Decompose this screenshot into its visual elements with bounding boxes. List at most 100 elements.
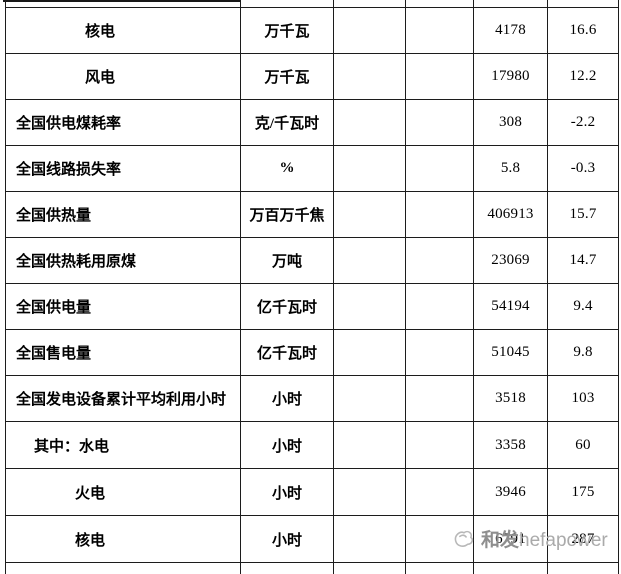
change-cell: 16.6 (548, 8, 619, 53)
empty-cell (334, 192, 406, 237)
value-cell: 3358 (474, 422, 548, 468)
empty-cell (406, 376, 474, 421)
change-cell: 175 (548, 469, 619, 515)
empty-cell (474, 563, 548, 574)
item-cell: 核电 (6, 516, 241, 562)
empty-cell (406, 192, 474, 237)
item-cell: 全国供电煤耗率 (6, 100, 241, 145)
unit-cell: 万千瓦 (241, 54, 334, 99)
table-row: 全国线路损失率 % 5.8 -0.3 (5, 145, 619, 191)
item-cell: 全国线路损失率 (6, 146, 241, 191)
empty-cell (6, 0, 241, 7)
unit-cell: 小时 (241, 422, 334, 468)
item-cell: 全国供热耗用原煤 (6, 238, 241, 283)
change-cell: -2.2 (548, 100, 619, 145)
empty-cell (334, 100, 406, 145)
value-cell: 6791 (474, 516, 548, 562)
table-row: 全国供热耗用原煤 万吨 23069 14.7 (5, 237, 619, 283)
item-cell: 全国供热量 (6, 192, 241, 237)
unit-cell: 小时 (241, 469, 334, 515)
empty-cell (241, 0, 334, 7)
change-cell: 103 (548, 376, 619, 421)
table-row: 风电 万千瓦 17980 12.2 (5, 53, 619, 99)
unit-cell: % (241, 146, 334, 191)
value-cell: 5.8 (474, 146, 548, 191)
change-cell: 9.8 (548, 330, 619, 375)
empty-cell (406, 8, 474, 53)
empty-cell (548, 563, 619, 574)
change-cell: 14.7 (548, 238, 619, 283)
empty-cell (406, 284, 474, 329)
table-row: 全国供热量 万百万千焦 406913 15.7 (5, 191, 619, 237)
empty-cell (334, 238, 406, 283)
empty-cell (334, 563, 406, 574)
unit-cell: 万百万千焦 (241, 192, 334, 237)
table-row: 全国发电设备累计平均利用小时 小时 3518 103 (5, 375, 619, 421)
empty-cell (334, 516, 406, 562)
empty-cell (334, 330, 406, 375)
empty-cell (334, 0, 406, 7)
empty-cell (334, 54, 406, 99)
table-row: 全国售电量 亿千瓦时 51045 9.8 (5, 329, 619, 375)
unit-cell: 小时 (241, 376, 334, 421)
empty-cell (334, 146, 406, 191)
empty-cell (406, 146, 474, 191)
item-cell: 风电 (6, 54, 241, 99)
empty-cell (406, 54, 474, 99)
partial-row-bottom (5, 562, 619, 574)
item-cell: 全国发电设备累计平均利用小时 (6, 376, 241, 421)
empty-cell (334, 284, 406, 329)
value-cell: 308 (474, 100, 548, 145)
change-cell: 15.7 (548, 192, 619, 237)
value-cell: 51045 (474, 330, 548, 375)
value-cell: 406913 (474, 192, 548, 237)
empty-cell (406, 516, 474, 562)
cutoff-row-above-strip (3, 0, 240, 2)
empty-cell (334, 422, 406, 468)
unit-cell: 克/千瓦时 (241, 100, 334, 145)
empty-cell (548, 0, 619, 7)
change-cell: -0.3 (548, 146, 619, 191)
value-cell: 17980 (474, 54, 548, 99)
unit-cell: 亿千瓦时 (241, 284, 334, 329)
value-cell: 3518 (474, 376, 548, 421)
value-cell: 23069 (474, 238, 548, 283)
change-cell: 287 (548, 516, 619, 562)
empty-cell (334, 469, 406, 515)
unit-cell: 万吨 (241, 238, 334, 283)
power-statistics-table: 核电 万千瓦 4178 16.6 风电 万千瓦 17980 12.2 全国供电煤… (5, 0, 619, 574)
unit-cell: 亿千瓦时 (241, 330, 334, 375)
item-cell: 核电 (6, 8, 241, 53)
empty-cell (406, 422, 474, 468)
change-cell: 60 (548, 422, 619, 468)
table-row: 全国供电量 亿千瓦时 54194 9.4 (5, 283, 619, 329)
value-cell: 4178 (474, 8, 548, 53)
table-row: 全国供电煤耗率 克/千瓦时 308 -2.2 (5, 99, 619, 145)
empty-cell (406, 469, 474, 515)
empty-cell (474, 0, 548, 7)
unit-cell: 小时 (241, 516, 334, 562)
change-cell: 9.4 (548, 284, 619, 329)
value-cell: 3946 (474, 469, 548, 515)
item-cell: 全国售电量 (6, 330, 241, 375)
empty-cell (241, 563, 334, 574)
partial-row-top (5, 0, 619, 7)
item-cell: 其中：水电 (6, 422, 241, 468)
empty-cell (406, 330, 474, 375)
empty-cell (334, 8, 406, 53)
unit-cell: 万千瓦 (241, 8, 334, 53)
empty-cell (406, 0, 474, 7)
empty-cell (406, 100, 474, 145)
empty-cell (6, 563, 241, 574)
table-row: 核电 万千瓦 4178 16.6 (5, 7, 619, 53)
empty-cell (406, 563, 474, 574)
table-row: 核电 小时 6791 287 (5, 515, 619, 562)
empty-cell (334, 376, 406, 421)
value-cell: 54194 (474, 284, 548, 329)
item-cell: 全国供电量 (6, 284, 241, 329)
table-row: 火电 小时 3946 175 (5, 468, 619, 515)
item-cell: 火电 (6, 469, 241, 515)
empty-cell (406, 238, 474, 283)
change-cell: 12.2 (548, 54, 619, 99)
